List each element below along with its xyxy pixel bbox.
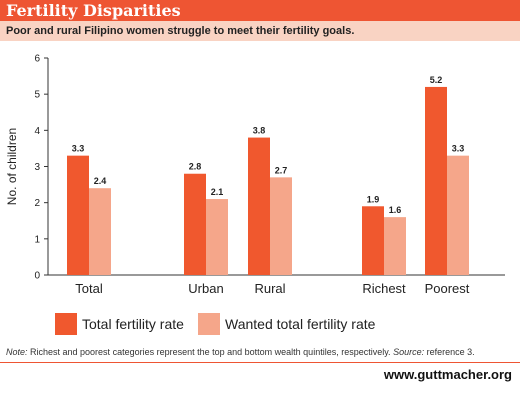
y-tick-label: 2	[34, 198, 40, 209]
source-label: Source:	[393, 347, 425, 357]
data-label-total-wanted: 2.4	[94, 176, 107, 186]
chart-subtitle: Poor and rural Filipino women struggle t…	[6, 25, 355, 37]
bar-chart: 0 1 2 3 4 5 6 No. of children 3.3 2.4 Total 2.8 2.1…	[5, 54, 505, 296]
bar-total-wanted	[89, 188, 111, 275]
bar-urban-wanted	[206, 199, 228, 275]
bar-rural-wanted	[270, 177, 292, 275]
bar-richest-wanted	[384, 217, 406, 275]
title-bar: Fertility Disparities	[0, 0, 520, 21]
brand-url: www.guttmacher.org	[383, 367, 512, 382]
chart-title: Fertility Disparities	[6, 1, 181, 20]
chart-axes: 0 1 2 3 4 5 6 No. of children	[5, 54, 505, 282]
legend-label-total: Total fertility rate	[82, 316, 184, 332]
data-label-poorest-total: 5.2	[430, 75, 443, 85]
x-tick-label-total: Total	[75, 281, 103, 296]
chart-bars	[67, 86, 469, 275]
y-axis-label: No. of children	[5, 128, 19, 205]
data-label-urban-total: 2.8	[189, 162, 202, 172]
y-tick-label: 0	[34, 271, 40, 282]
bar-rural-total	[248, 137, 270, 275]
footer-divider	[0, 362, 520, 363]
data-label-urban-wanted: 2.1	[211, 187, 224, 197]
bar-poorest-wanted	[447, 155, 469, 275]
data-label-richest-total: 1.9	[367, 194, 380, 204]
bar-urban-total	[184, 173, 206, 275]
legend-swatch-wanted	[198, 313, 220, 335]
legend-label-wanted: Wanted total fertility rate	[225, 316, 376, 332]
legend-swatch-total	[55, 313, 77, 335]
bar-poorest-total	[425, 86, 447, 275]
note-text: Richest and poorest categories represent…	[27, 347, 394, 357]
data-label-total-total: 3.3	[72, 144, 85, 154]
x-tick-label-poorest: Poorest	[425, 281, 470, 296]
x-tick-label-urban: Urban	[188, 281, 223, 296]
data-label-richest-wanted: 1.6	[389, 205, 402, 215]
footnote: Note: Richest and poorest categories rep…	[6, 346, 475, 358]
bar-richest-total	[362, 206, 384, 275]
note-label: Note:	[6, 347, 28, 357]
y-tick-label: 4	[34, 126, 40, 137]
y-tick-label: 5	[34, 90, 40, 101]
data-label-poorest-wanted: 3.3	[452, 144, 465, 154]
chart-labels: 3.3 2.4 Total 2.8 2.1 Urban 3.8 2.7 Rural 1.9 1.6 R…	[72, 75, 470, 296]
source-text: reference 3.	[424, 347, 475, 357]
y-tick-label: 1	[34, 234, 40, 245]
subtitle-bar: Poor and rural Filipino women struggle t…	[0, 21, 520, 41]
x-tick-label-rural: Rural	[254, 281, 285, 296]
x-tick-label-richest: Richest	[362, 281, 406, 296]
data-label-rural-total: 3.8	[253, 126, 266, 136]
data-label-rural-wanted: 2.7	[275, 165, 288, 175]
y-tick-label: 6	[34, 54, 40, 65]
bar-total-total	[67, 155, 89, 275]
y-tick-label: 3	[34, 162, 40, 173]
